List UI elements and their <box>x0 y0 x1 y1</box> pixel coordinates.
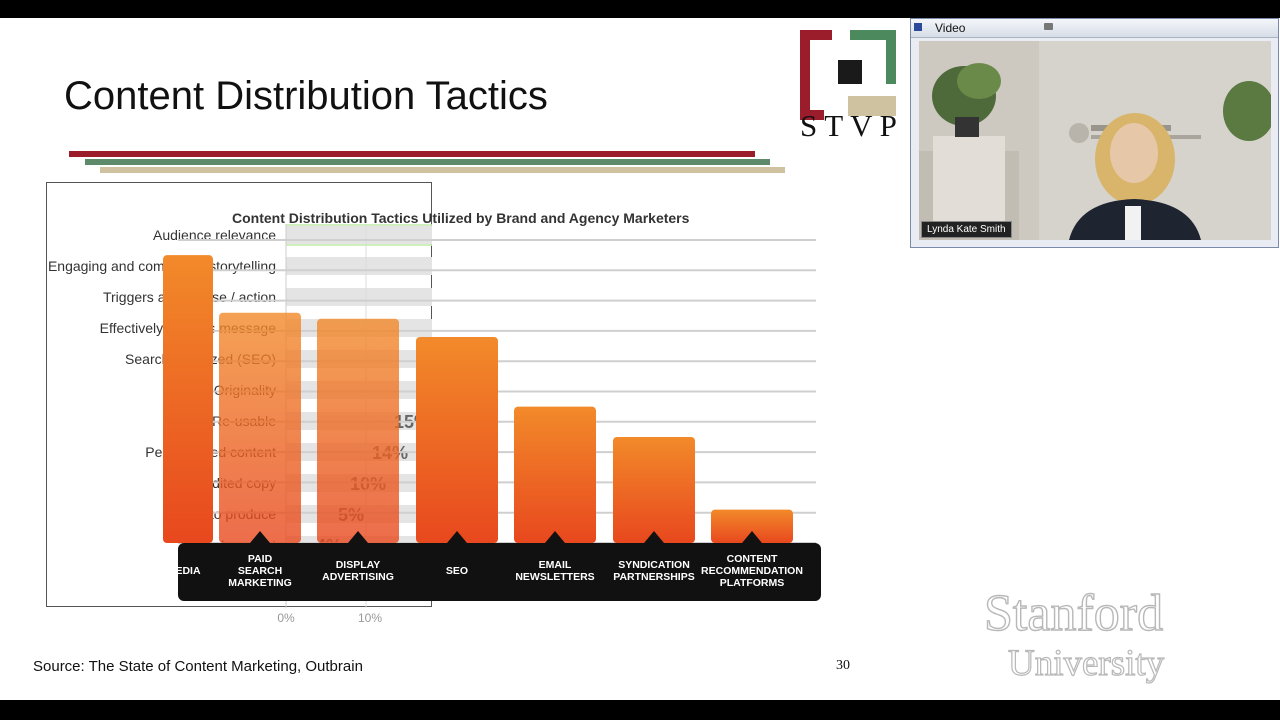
category-pointer <box>250 531 270 543</box>
plant-right <box>1223 81 1271 141</box>
slide-title: Content Distribution Tactics <box>64 74 548 118</box>
title-stripe-green <box>85 159 770 165</box>
vbar-category-label: CONTENT RECOMMENDATION PLATFORMS <box>701 553 803 589</box>
stanford-watermark: Stanford <box>983 585 1164 642</box>
video-feed: Lynda Kate Smith <box>919 41 1271 240</box>
chart-title: Content Distribution Tactics Utilized by… <box>232 210 690 226</box>
vbar-6 <box>613 436 695 543</box>
category-pointer <box>644 531 664 543</box>
hbar-x-tick: 10% <box>358 611 382 625</box>
vbar-category-label: SEO <box>446 565 468 577</box>
video-frame-image <box>919 41 1271 240</box>
vbar-category-label: DISPLAY ADVERTISING <box>322 559 394 583</box>
camera-icon[interactable] <box>1044 23 1053 30</box>
vbar-category-label: EMAIL NEWSLETTERS <box>515 559 594 583</box>
university-watermark: University <box>1007 643 1165 684</box>
vbar-category-label: SYNDICATION PARTNERSHIPS <box>613 559 694 583</box>
vbar-7 <box>711 509 793 543</box>
window-menu-icon[interactable] <box>914 23 922 31</box>
category-pointer <box>348 531 368 543</box>
stvp-logo-text: STVP <box>800 108 904 143</box>
vbar-category-label: EDIA <box>175 565 201 577</box>
stvp-logo <box>800 30 896 120</box>
bottom-letterbox <box>0 700 1280 720</box>
vbar-4 <box>416 336 498 543</box>
vbar-3 <box>317 318 399 543</box>
category-band <box>178 543 821 601</box>
presentation-slide: Content Distribution Tactics STVP Audien… <box>0 18 906 700</box>
category-pointer <box>742 531 762 543</box>
vbar-1 <box>163 255 213 543</box>
hbar-x-tick: 0% <box>277 611 295 625</box>
title-stripe-tan <box>100 167 785 173</box>
video-window[interactable]: Video Lynda <box>910 18 1279 248</box>
category-pointer <box>545 531 565 543</box>
vbar-category-label: PAID SEARCH MARKETING <box>228 553 292 589</box>
video-window-title: Video <box>935 21 966 35</box>
category-pointer <box>447 531 467 543</box>
slide-page-number: 30 <box>836 658 850 673</box>
presenter-name-label: Lynda Kate Smith <box>921 221 1012 238</box>
vbar-2 <box>219 312 301 543</box>
vertical-bar-chart: EDIA PAID SEARCH MARKETING DISPLAY ADVERTISIN… <box>163 239 821 601</box>
title-stripe-red <box>69 151 755 157</box>
plant-left <box>932 63 1001 137</box>
source-citation: Source: The State of Content Marketing, … <box>33 658 363 675</box>
video-window-header[interactable]: Video <box>911 19 1278 38</box>
vbar-5 <box>514 406 596 543</box>
top-letterbox <box>0 0 1280 18</box>
presenter <box>1069 113 1201 240</box>
